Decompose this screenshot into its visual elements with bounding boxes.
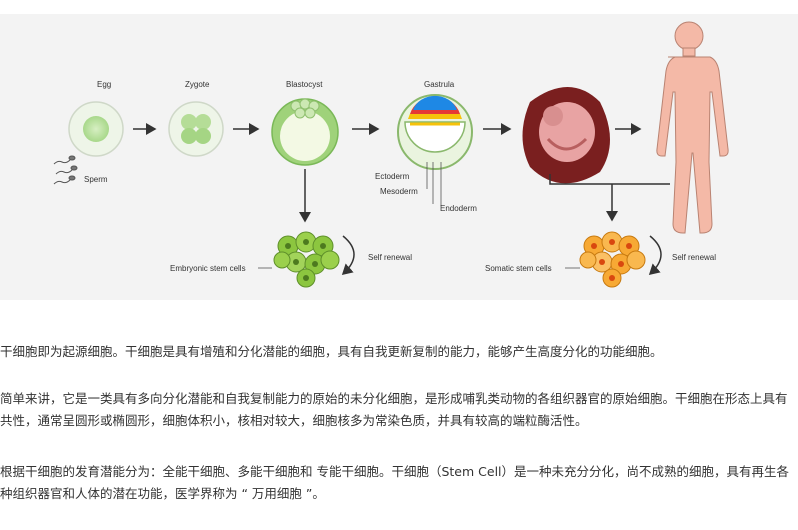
sperm-label: Sperm [84,175,108,184]
paragraph-description: 简单来讲，它是一类具有多向分化潜能和自我复制能力的原始的未分化细胞，是形成哺乳类… [0,391,788,428]
self-renewal-left-label: Self renewal [368,253,412,262]
embryonic-stem-cells-label: Embryonic stem cells [170,264,246,273]
self-renewal-right-label: Self renewal [672,253,716,262]
mesoderm-label: Mesoderm [380,187,418,196]
stem-cell-diagram: Egg Sperm Zygote Blastocyst [0,14,798,300]
self-renewal-right-arrow [648,235,662,276]
zygote-cell [168,101,224,157]
blastocyst-cell [271,98,339,166]
arrow-to-somatic [549,174,670,185]
blastocyst-label: Blastocyst [286,80,323,89]
zygote-label: Zygote [185,80,210,89]
egg-cell [68,101,124,157]
ectoderm-label: Ectoderm [375,172,410,181]
endoderm-label: Endoderm [440,204,477,213]
somatic-stem-cells-label: Somatic stem cells [485,264,552,273]
gastrula-label: Gastrula [424,80,455,89]
paragraph-classification: 根据干细胞的发育潜能分为：全能干细胞、多能干细胞和 专能干细胞。干细胞（Stem… [0,464,790,501]
embryonic-stem-cells-cluster [273,231,340,288]
egg-label: Egg [97,80,111,89]
somatic-stem-cells-cluster [579,231,646,288]
paragraph-definition: 干细胞即为起源细胞。干细胞是具有增殖和分化潜能的细胞，具有自我更新复制的能力，能… [0,344,663,359]
gastrula-cell [397,94,473,170]
self-renewal-left-arrow [341,235,355,276]
sperm-icon [53,155,78,185]
adult-body-illustration [656,21,729,234]
fetus-illustration [522,87,610,184]
